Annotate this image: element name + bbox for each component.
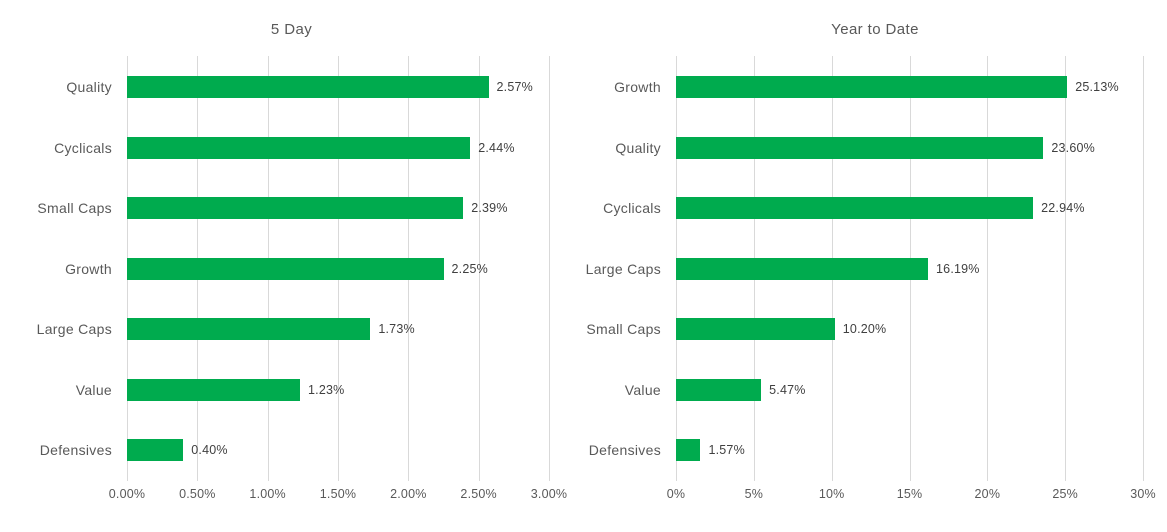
bar-rows: Growth 25.13% Quality 23.60% Cyclicals 22.94%…	[586, 57, 1143, 481]
bar	[127, 439, 184, 462]
axis-tick-label: 30%	[1130, 487, 1156, 501]
bar	[676, 439, 701, 462]
axis-tick-label: 5%	[744, 487, 764, 501]
bar	[127, 318, 371, 341]
bar-row: Large Caps 16.19%	[586, 239, 1143, 300]
gridline	[549, 56, 550, 481]
category-label: Value	[624, 381, 661, 398]
category-label: Value	[75, 381, 112, 398]
bar-row: Defensives 1.57%	[589, 420, 1143, 481]
axis-tick-label: 25%	[1052, 487, 1078, 501]
axis-tick-label: 2.00%	[390, 487, 427, 501]
value-label: 22.94%	[1041, 201, 1085, 216]
bar	[676, 197, 1034, 220]
bar-row: Quality 2.57%	[66, 57, 549, 118]
axis-tick-label: 0%	[666, 487, 686, 501]
bar-row: Value 5.47%	[625, 360, 1143, 421]
bar-row: Value 1.23%	[76, 360, 549, 421]
bar-row: Cyclicals 22.94%	[603, 178, 1143, 239]
x-axis: 0.00% 0.50% 1.00% 1.50% 2.00% 2.50% 3.00%	[109, 486, 567, 502]
category-label: Defensives	[588, 442, 661, 459]
value-label: 1.57%	[708, 443, 745, 458]
category-label: Defensives	[39, 442, 112, 459]
bar-row: Quality 23.60%	[615, 118, 1143, 179]
value-label: 0.40%	[191, 443, 228, 458]
axis-tick-label: 1.00%	[249, 487, 286, 501]
value-label: 23.60%	[1051, 140, 1095, 155]
value-label: 2.57%	[496, 80, 533, 95]
bar	[127, 197, 464, 220]
bar-row: Growth 2.25%	[65, 239, 549, 300]
category-label: Growth	[614, 79, 661, 96]
bar-row: Defensives 0.40%	[40, 420, 549, 481]
value-label: 16.19%	[936, 261, 980, 276]
bar	[676, 136, 1044, 159]
axis-tick-label: 15%	[896, 487, 923, 501]
bar-rows: Quality 2.57% Cyclicals 2.44% Small Caps 2.39…	[37, 57, 549, 481]
bar-row: Small Caps 2.39%	[37, 178, 549, 239]
bar	[676, 257, 929, 280]
chart-title: 5 Day	[270, 21, 313, 38]
axis-tick-label: 1.50%	[319, 487, 357, 501]
category-label: Cyclicals	[603, 200, 661, 217]
category-label: Quality	[615, 139, 661, 156]
gridline	[478, 56, 480, 481]
value-label: 2.39%	[471, 201, 508, 216]
x-axis: 0% 5% 10% 15% 20% 25% 30%	[667, 486, 1156, 502]
axis-tick-label: 10%	[818, 487, 845, 501]
chart-panel-5-day: 5 Day Quality 2.57% Cyclicals 2.44% Small Ca…	[0, 0, 583, 532]
value-label: 2.25%	[451, 261, 488, 276]
gridline	[1143, 56, 1144, 481]
category-label: Quality	[66, 79, 112, 96]
axis-tick-label: 20%	[974, 487, 1001, 501]
gridline	[1065, 56, 1067, 481]
category-label: Small Caps	[586, 321, 661, 338]
bar	[676, 318, 835, 341]
value-label: 5.47%	[769, 382, 806, 397]
value-label: 1.73%	[378, 322, 415, 337]
axis-tick-label: 0.50%	[179, 487, 216, 501]
value-label: 25.13%	[1075, 80, 1119, 95]
category-label: Cyclicals	[54, 139, 112, 156]
category-label: Large Caps	[36, 321, 112, 338]
gridline	[987, 56, 989, 481]
chart-panel-year-to-date: Year to Date Growth 25.13% Quality 23.60% Cy…	[583, 0, 1167, 532]
bar	[127, 257, 444, 280]
value-label: 10.20%	[842, 322, 887, 337]
axis-tick-label: 0.00%	[108, 487, 146, 501]
value-label: 1.23%	[308, 382, 345, 397]
bar	[127, 136, 471, 159]
bar-row: Growth 25.13%	[614, 57, 1143, 118]
value-label: 2.44%	[478, 140, 515, 155]
category-label: Growth	[65, 260, 112, 277]
bar-row: Small Caps 10.20%	[586, 299, 1143, 360]
bar-row: Cyclicals 2.44%	[54, 118, 549, 179]
axis-tick-label: 2.50%	[460, 487, 497, 501]
category-label: Small Caps	[37, 200, 112, 217]
chart-title: Year to Date	[831, 21, 919, 38]
bar	[127, 378, 301, 401]
category-label: Large Caps	[585, 260, 661, 277]
bar	[676, 76, 1068, 99]
bar-row: Large Caps 1.73%	[37, 299, 549, 360]
axis-tick-label: 3.00%	[530, 487, 568, 501]
bar	[676, 378, 762, 401]
bar	[127, 76, 489, 99]
